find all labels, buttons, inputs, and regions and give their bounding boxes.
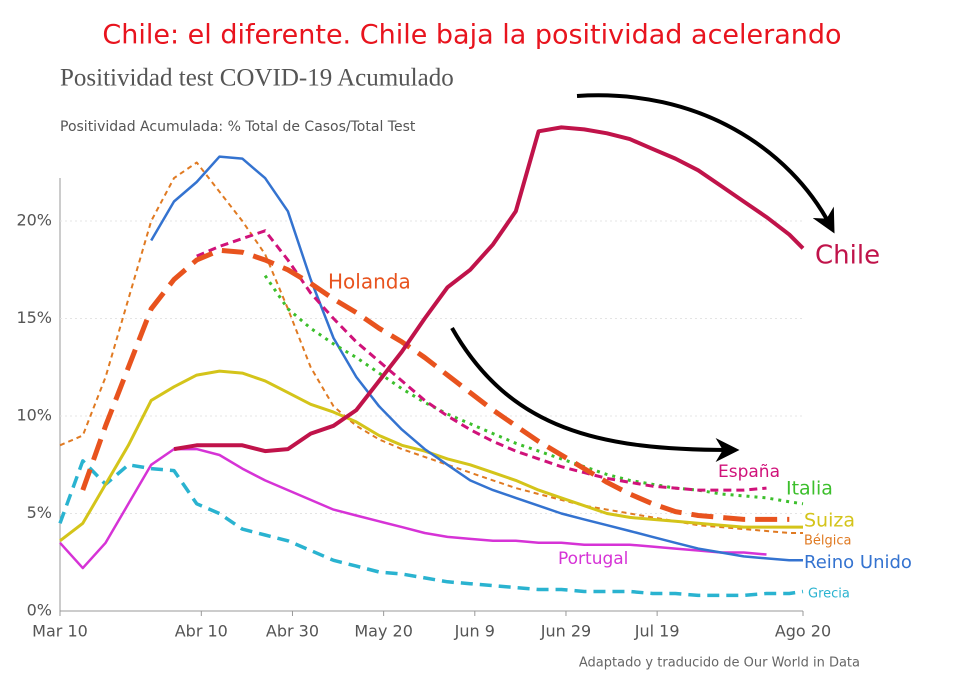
y-tick-label: 20% xyxy=(16,211,52,230)
arrow xyxy=(450,327,740,462)
x-tick-label: Mar 10 xyxy=(32,622,88,641)
chart-subtitle: Positividad Acumulada: % Total de Casos/… xyxy=(60,119,416,135)
series-label: Suiza xyxy=(804,510,855,532)
x-tick-label: Abr 30 xyxy=(266,622,319,641)
series-label: Portugal xyxy=(558,549,628,569)
x-tick-label: Jun 29 xyxy=(540,622,591,641)
y-tick-label: 0% xyxy=(27,601,52,620)
x-tick-label: Ago 20 xyxy=(775,622,831,641)
series-line xyxy=(196,229,767,492)
y-tick-label: 15% xyxy=(16,308,52,327)
series-line xyxy=(173,125,805,454)
source: Adaptado y traducido de Our World in Dat… xyxy=(579,656,860,671)
plot-area: 0% 5% 10% 15% 20% Mar 10 Abr 10 Abr 30 May 20 Jun… xyxy=(16,125,912,641)
headline: Chile: el diferente. Chile baja la posit… xyxy=(102,20,841,51)
series-label: Chile xyxy=(815,241,880,271)
series-line xyxy=(263,274,804,506)
series-line xyxy=(59,369,803,542)
y-tick-label: 10% xyxy=(16,406,52,425)
series-label: Bélgica xyxy=(804,534,852,549)
series-line xyxy=(80,247,790,522)
series-label: Grecia xyxy=(808,587,850,602)
x-tick-label: Jul 19 xyxy=(634,622,680,641)
y-tick-label: 5% xyxy=(27,503,52,522)
x-tick-label: May 20 xyxy=(354,622,413,641)
series-label: Holanda xyxy=(328,270,411,294)
series-line xyxy=(150,155,803,562)
x-tick-label: Abr 10 xyxy=(175,622,228,641)
series-label: Italia xyxy=(786,478,833,500)
chart-title: Positividad test COVID-19 Acumulado xyxy=(60,65,454,92)
series-line xyxy=(58,459,804,598)
series-label: España xyxy=(718,462,780,482)
x-tick-label: Jun 9 xyxy=(454,622,495,641)
series-label: Reino Unido xyxy=(804,552,912,573)
arrow xyxy=(576,93,835,234)
